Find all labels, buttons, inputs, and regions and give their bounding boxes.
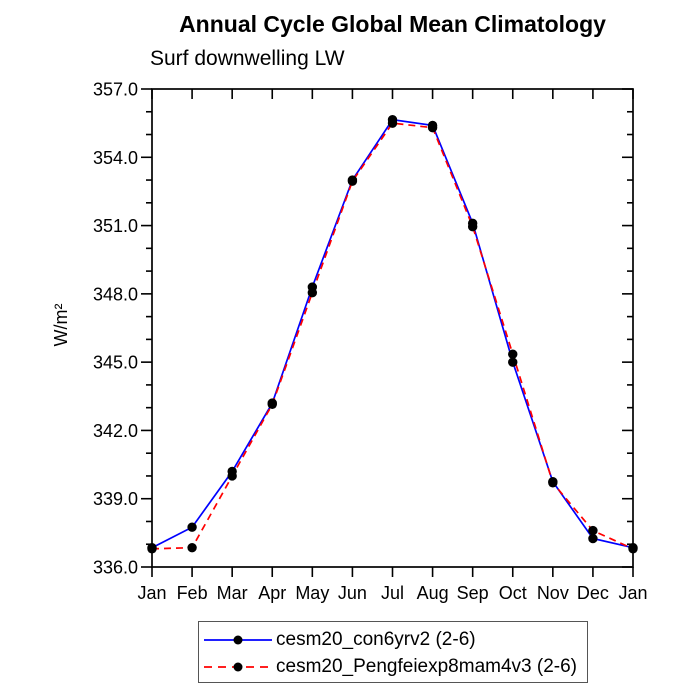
y-tick-label: 345.0 (93, 353, 138, 373)
data-point-marker-series1 (227, 471, 237, 481)
x-tick-label: May (295, 583, 329, 603)
legend-line-sample-dashed (204, 662, 272, 671)
x-tick-label: Nov (537, 583, 569, 603)
x-tick-label: Jan (618, 583, 647, 603)
x-tick-label: Jan (137, 583, 166, 603)
axis-frame (151, 88, 634, 568)
data-point-marker-series1 (267, 399, 277, 409)
data-point-marker-series1 (147, 544, 157, 554)
y-tick-label: 348.0 (93, 284, 138, 304)
data-point-marker-series1 (427, 122, 438, 133)
data-point-marker-series0 (508, 357, 518, 367)
y-tick-label: 351.0 (93, 216, 138, 236)
data-point-marker-series1 (628, 544, 638, 554)
y-tick-label: 342.0 (93, 421, 138, 441)
data-point-marker-series1 (588, 525, 598, 536)
legend-label-series1: cesm20_con6yrv2 (2-6) (276, 628, 476, 650)
data-point-marker-series1 (467, 222, 478, 232)
y-tick-label: 339.0 (93, 489, 138, 509)
data-point-marker-series1 (548, 478, 558, 488)
legend-line-sample-solid (204, 635, 272, 644)
x-tick-label: Jun (338, 583, 367, 603)
legend-marker-dot (233, 635, 243, 644)
data-point-marker-series1 (187, 542, 197, 553)
x-tick-label: Oct (499, 583, 527, 603)
x-tick-label: Mar (217, 583, 248, 603)
series-line-0 (151, 118, 634, 549)
legend-box: cesm20_con6yrv2 (2-6) cesm20_Pengfeiexp8… (198, 621, 588, 683)
data-point-marker-series1 (508, 349, 518, 359)
y-tick-label: 354.0 (93, 148, 138, 168)
legend-entry-series1: cesm20_con6yrv2 (2-6) (203, 626, 587, 653)
data-point-marker-series1 (307, 288, 318, 298)
y-tick-label: 336.0 (93, 558, 138, 578)
data-point-marker-series0 (588, 533, 598, 544)
legend-entry-series2: cesm20_Pengfeiexp8mam4v3 (2-6) (203, 653, 587, 680)
chart-subtitle: Surf downwelling LW (150, 47, 345, 70)
data-point-marker-series1 (387, 118, 398, 128)
legend-marker-dot (233, 662, 243, 671)
x-tick-label: Apr (258, 583, 286, 603)
legend-label-series2: cesm20_Pengfeiexp8mam4v3 (2-6) (276, 655, 577, 677)
x-tick-label: Sep (457, 583, 489, 603)
chart-title: Annual Cycle Global Mean Climatology (179, 11, 606, 37)
data-point-marker-series1 (347, 176, 358, 186)
x-tick-label: Aug (417, 583, 449, 603)
x-tick-label: Dec (577, 583, 609, 603)
y-tick-label: 357.0 (93, 80, 138, 100)
data-point-marker-series0 (187, 522, 197, 532)
series-line-1 (151, 122, 634, 550)
x-tick-label: Jul (381, 583, 404, 603)
x-tick-label: Feb (177, 583, 208, 603)
